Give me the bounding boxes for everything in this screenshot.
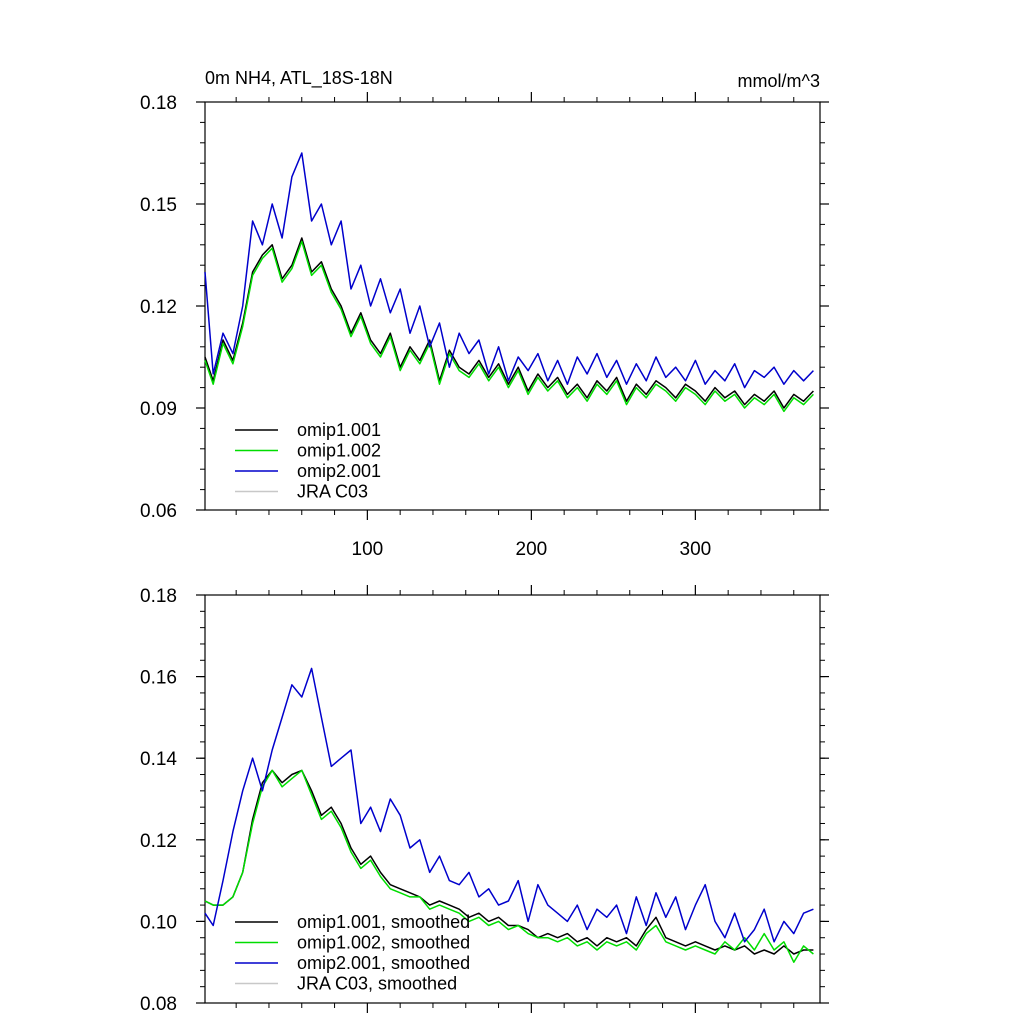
series-lines [204,152,814,413]
units-label: mmol/m^3 [738,71,820,91]
series-line [204,769,814,963]
y-tick-label: 0.08 [140,994,177,1015]
series-line [204,152,814,389]
legend-label: omip2.001 [297,461,381,481]
y-tick-label: 0.15 [140,195,177,216]
legend-label: JRA C03 [297,482,368,502]
series-line [204,237,814,409]
x-tick-label: 100 [352,539,384,560]
y-tick-label: 0.10 [140,912,177,933]
legend-label: omip2.001, smoothed [297,953,470,973]
y-tick-label: 0.06 [140,501,177,522]
series-line [204,667,814,943]
bottom-panel: 0.08 0.10 0.12 0.14 0.16 0.18 omip1.001, smoo… [140,585,829,1015]
y-tick-label: 0.09 [140,399,177,420]
y-tick-label: 0.16 [140,668,177,689]
y-tick-label: 0.18 [140,586,177,607]
legend-label: omip1.002, smoothed [297,933,470,953]
legend-label: omip1.002 [297,441,381,461]
series-lines [204,667,814,963]
y-tick-label: 0.18 [140,93,177,114]
legend-label: omip1.001, smoothed [297,912,470,932]
plot-frame [204,594,821,1004]
axis-ticks: 0.06 0.09 0.12 0.15 0.18 100 200 300 [140,92,829,560]
legend-label: JRA C03, smoothed [297,974,457,994]
y-tick-label: 0.12 [140,831,177,852]
y-tick-label: 0.14 [140,749,177,770]
axis-ticks: 0.08 0.10 0.12 0.14 0.16 0.18 [140,585,829,1015]
top-panel: 0m NH4, ATL_18S-18N mmol/m^3 0.06 0.09 0.1… [140,68,829,560]
y-tick-label: 0.12 [140,297,177,318]
chart-title: 0m NH4, ATL_18S-18N [205,68,393,89]
x-tick-label: 300 [680,539,712,560]
legend-label: omip1.001 [297,420,381,440]
series-line [204,240,814,413]
x-tick-label: 200 [516,539,548,560]
